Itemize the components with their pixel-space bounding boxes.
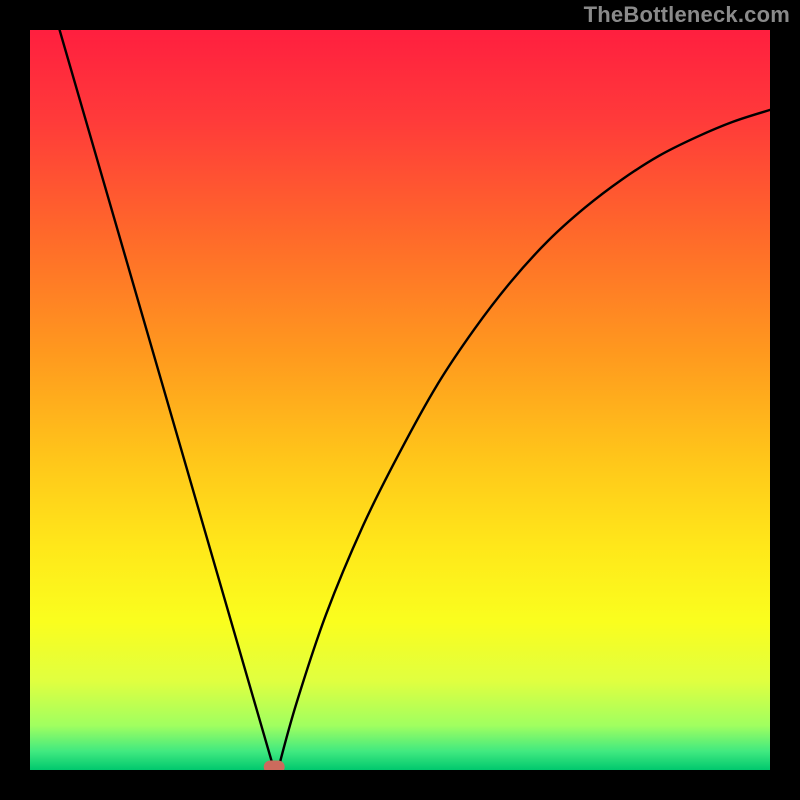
gradient-background	[30, 30, 770, 770]
watermark-text: TheBottleneck.com	[584, 2, 790, 28]
chart-frame: TheBottleneck.com	[0, 0, 800, 800]
bottleneck-marker	[264, 761, 284, 770]
plot-area	[30, 30, 770, 770]
chart-svg	[30, 30, 770, 770]
